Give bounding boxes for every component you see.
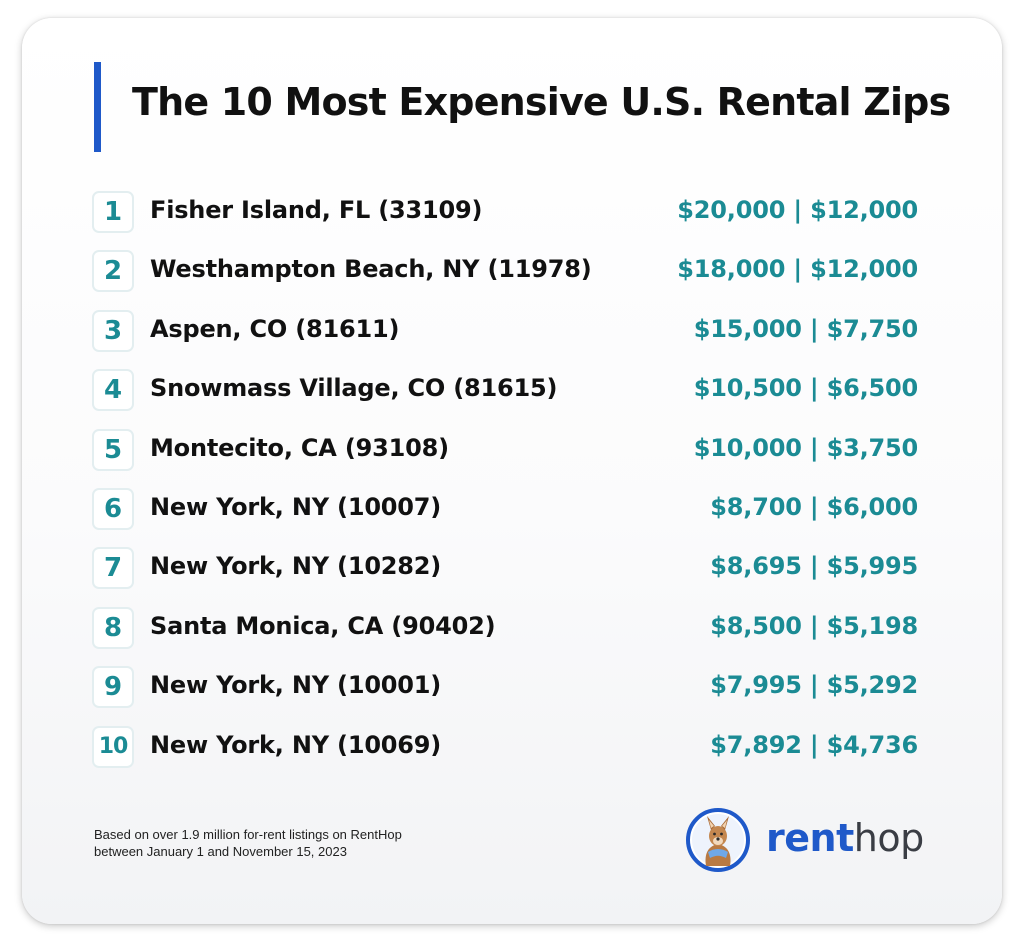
footnote-line-1: Based on over 1.9 million for-rent listi… <box>94 827 402 842</box>
brand-wordmark: renthop <box>766 816 924 860</box>
rank-badge: 10 <box>92 725 134 768</box>
place-name: Westhampton Beach, NY (11978) <box>150 255 592 284</box>
place-name: New York, NY (10069) <box>150 730 442 759</box>
place-name: New York, NY (10007) <box>150 492 442 521</box>
rank-badge: 2 <box>92 250 134 293</box>
list-item: 4 Snowmass Village, CO (81615) $10,500 |… <box>92 369 918 428</box>
rent-prices: $7,995 | $5,292 <box>710 671 918 700</box>
rank-badge: 7 <box>92 547 134 590</box>
rank-badge: 9 <box>92 666 134 709</box>
infographic-card: The 10 Most Expensive U.S. Rental Zips 1… <box>22 18 1002 924</box>
list-item: 3 Aspen, CO (81611) $15,000 | $7,750 <box>92 309 918 369</box>
rent-prices: $8,500 | $5,198 <box>710 611 918 640</box>
rent-prices: $8,700 | $6,000 <box>710 492 918 521</box>
renthop-logo: renthop <box>686 808 946 878</box>
list-item: 1 Fisher Island, FL (33109) $20,000 | $1… <box>92 191 918 250</box>
place-name: New York, NY (10001) <box>150 671 442 700</box>
list-item: 2 Westhampton Beach, NY (11978) $18,000 … <box>92 250 918 309</box>
title-accent-bar <box>94 62 101 152</box>
kangaroo-logo-icon <box>686 808 750 872</box>
place-name: Snowmass Village, CO (81615) <box>150 374 558 403</box>
rent-prices: $8,695 | $5,995 <box>710 552 918 581</box>
place-name: Fisher Island, FL (33109) <box>150 196 483 224</box>
brand-wordmark-rent: rent <box>766 816 854 860</box>
source-footnote: Based on over 1.9 million for-rent listi… <box>94 826 402 860</box>
place-name: Santa Monica, CA (90402) <box>150 611 496 640</box>
list-item: 10 New York, NY (10069) $7,892 | $4,736 <box>92 725 918 785</box>
rankings-list: 1 Fisher Island, FL (33109) $20,000 | $1… <box>92 191 918 785</box>
place-name: Aspen, CO (81611) <box>150 314 400 343</box>
rank-badge: 1 <box>92 191 134 233</box>
place-name: New York, NY (10282) <box>150 552 442 581</box>
rent-prices: $20,000 | $12,000 <box>677 196 918 224</box>
rent-prices: $7,892 | $4,736 <box>710 730 918 759</box>
list-item: 6 New York, NY (10007) $8,700 | $6,000 <box>92 487 918 547</box>
rent-prices: $15,000 | $7,750 <box>693 314 918 343</box>
rank-badge: 6 <box>92 487 134 530</box>
rent-prices: $10,500 | $6,500 <box>693 374 918 403</box>
rank-badge: 4 <box>92 369 134 412</box>
list-item: 8 Santa Monica, CA (90402) $8,500 | $5,1… <box>92 606 918 666</box>
page-title: The 10 Most Expensive U.S. Rental Zips <box>132 80 951 124</box>
rent-prices: $18,000 | $12,000 <box>677 255 918 284</box>
footnote-line-2: between January 1 and November 15, 2023 <box>94 844 347 859</box>
rank-badge: 3 <box>92 309 134 352</box>
list-item: 7 New York, NY (10282) $8,695 | $5,995 <box>92 547 918 606</box>
brand-wordmark-hop: hop <box>853 816 924 860</box>
list-item: 9 New York, NY (10001) $7,995 | $5,292 <box>92 666 918 725</box>
place-name: Montecito, CA (93108) <box>150 433 449 462</box>
rent-prices: $10,000 | $3,750 <box>693 433 918 462</box>
list-item: 5 Montecito, CA (93108) $10,000 | $3,750 <box>92 428 918 488</box>
rank-badge: 8 <box>92 606 134 649</box>
rank-badge: 5 <box>92 428 134 471</box>
